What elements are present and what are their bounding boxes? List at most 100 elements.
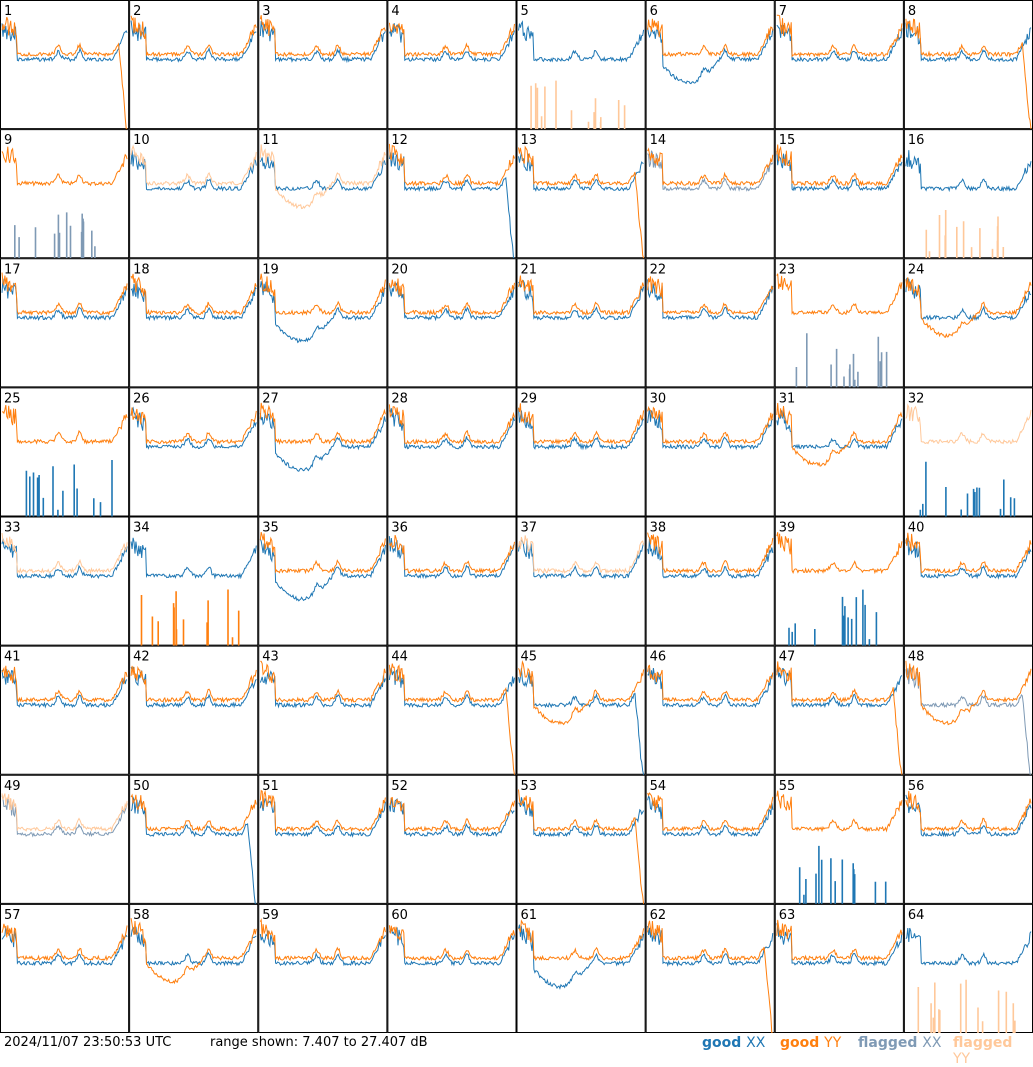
tile-label: 22 bbox=[650, 262, 667, 277]
series-yy bbox=[917, 979, 1016, 1033]
series-yy bbox=[776, 402, 903, 467]
tile-frame bbox=[258, 903, 388, 1033]
legend-flagged-yy: flagged YY bbox=[953, 1035, 1033, 1067]
series-yy bbox=[130, 665, 257, 704]
tile-label: 6 bbox=[650, 4, 658, 19]
tile-label: 18 bbox=[133, 262, 150, 277]
series-xx bbox=[1, 669, 128, 709]
tile-41: 41 bbox=[0, 645, 130, 775]
series-yy bbox=[388, 278, 515, 316]
tile-label: 60 bbox=[391, 908, 408, 923]
tile-label: 9 bbox=[4, 133, 12, 148]
tile-frame bbox=[0, 516, 130, 646]
series-xx bbox=[647, 794, 774, 838]
tile-11: 11 bbox=[258, 129, 388, 259]
tile-2: 2 bbox=[129, 0, 259, 130]
range-label: range shown: 7.407 to 27.407 dB bbox=[210, 1035, 428, 1050]
tile-label: 55 bbox=[779, 779, 796, 794]
series-yy bbox=[388, 143, 515, 187]
series-xx bbox=[130, 537, 257, 580]
series-yy bbox=[776, 790, 903, 833]
tile-48: 48 bbox=[903, 645, 1033, 776]
tile-frame bbox=[387, 645, 517, 775]
tile-43: 43 bbox=[258, 645, 388, 775]
series-xx bbox=[776, 923, 903, 967]
series-yy bbox=[388, 404, 515, 446]
tile-label: 41 bbox=[4, 650, 21, 665]
legend-pol: YY bbox=[953, 1051, 971, 1067]
tile-12: 12 bbox=[387, 129, 517, 259]
series-xx bbox=[259, 411, 386, 472]
series-yy bbox=[647, 276, 774, 316]
tile-label: 21 bbox=[521, 262, 538, 277]
series-yy bbox=[130, 144, 257, 187]
series-yy bbox=[647, 920, 773, 1033]
series-xx bbox=[776, 24, 903, 63]
tile-frame bbox=[387, 516, 517, 646]
tile-label: 16 bbox=[908, 133, 925, 148]
tile-frame bbox=[129, 129, 259, 259]
tile-frame bbox=[516, 0, 646, 130]
tile-label: 57 bbox=[4, 908, 21, 923]
tile-36: 36 bbox=[387, 516, 517, 646]
tile-frame bbox=[387, 258, 517, 388]
legend-word: good bbox=[702, 1035, 742, 1051]
tile-frame bbox=[645, 774, 775, 904]
tile-27: 27 bbox=[258, 387, 388, 517]
tile-28: 28 bbox=[387, 387, 517, 517]
series-xx bbox=[647, 150, 774, 192]
tile-frame bbox=[903, 387, 1033, 517]
tile-label: 33 bbox=[4, 521, 21, 536]
tile-label: 61 bbox=[521, 908, 538, 923]
tile-47: 47 bbox=[774, 645, 904, 775]
series-yy bbox=[388, 663, 515, 775]
tile-25: 25 bbox=[0, 387, 130, 517]
tile-58: 58 bbox=[129, 903, 259, 1033]
series-xx bbox=[388, 23, 515, 63]
series-yy bbox=[1, 532, 128, 575]
tile-label: 11 bbox=[262, 133, 279, 148]
series-yy bbox=[2, 405, 128, 445]
tile-35: 35 bbox=[258, 516, 388, 646]
tile-20: 20 bbox=[387, 258, 517, 388]
tile-37: 37 bbox=[516, 516, 646, 646]
tile-label: 7 bbox=[779, 4, 787, 19]
tile-frame bbox=[387, 387, 517, 517]
tile-label: 25 bbox=[4, 391, 21, 406]
tile-label: 28 bbox=[391, 391, 408, 406]
tile-frame bbox=[645, 645, 775, 775]
tile-label: 17 bbox=[4, 262, 21, 277]
series-yy bbox=[130, 918, 257, 985]
series-xx bbox=[1, 278, 128, 321]
tile-label: 40 bbox=[908, 521, 925, 536]
tile-label: 14 bbox=[650, 133, 667, 148]
tile-44: 44 bbox=[387, 645, 517, 775]
tile-frame bbox=[0, 387, 130, 517]
tile-63: 63 bbox=[774, 903, 904, 1033]
series-yy bbox=[647, 405, 774, 445]
tile-frame bbox=[645, 0, 775, 130]
tile-frame bbox=[645, 129, 775, 259]
series-xx bbox=[518, 20, 645, 63]
tile-frame bbox=[387, 903, 517, 1033]
series-yy bbox=[1, 665, 128, 703]
series-yy bbox=[905, 403, 1032, 445]
series-yy bbox=[1, 146, 128, 187]
series-xx bbox=[776, 667, 903, 709]
tile-label: 63 bbox=[779, 908, 796, 923]
tile-32: 32 bbox=[903, 387, 1033, 517]
tile-frame bbox=[903, 516, 1033, 646]
tile-53: 53 bbox=[516, 774, 646, 904]
tile-label: 3 bbox=[262, 4, 270, 19]
tile-frame bbox=[258, 387, 388, 517]
tile-60: 60 bbox=[387, 903, 517, 1033]
series-yy bbox=[776, 273, 903, 316]
tile-21: 21 bbox=[516, 258, 646, 388]
series-xx bbox=[798, 845, 887, 904]
tile-label: 8 bbox=[908, 4, 916, 19]
tile-3: 3 bbox=[258, 0, 388, 130]
series-xx bbox=[389, 927, 515, 967]
tile-label: 62 bbox=[650, 908, 667, 923]
series-yy bbox=[518, 275, 645, 316]
tile-frame bbox=[129, 516, 259, 646]
